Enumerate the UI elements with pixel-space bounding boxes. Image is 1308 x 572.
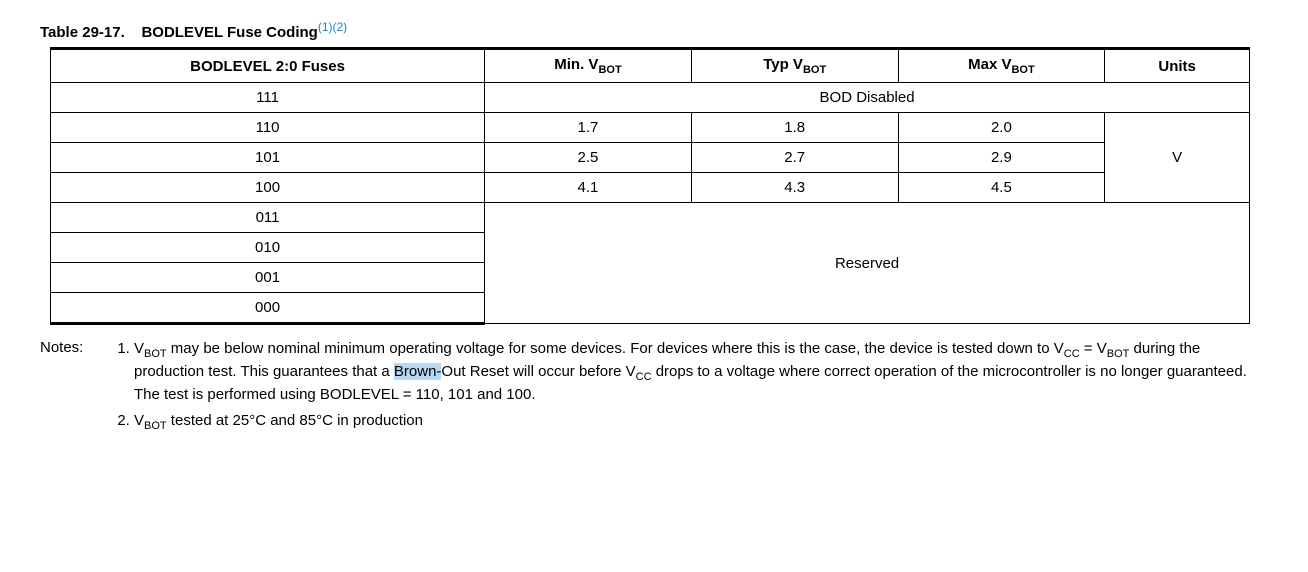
col-typ: Typ VBOT bbox=[691, 49, 898, 83]
cell-fuse: 101 bbox=[51, 143, 485, 173]
cell-typ: 4.3 bbox=[691, 173, 898, 203]
bodlevel-table: BODLEVEL 2:0 Fuses Min. VBOT Typ VBOT Ma… bbox=[50, 47, 1250, 325]
caption-title: BODLEVEL Fuse Coding bbox=[141, 24, 317, 41]
cell-typ: 2.7 bbox=[691, 143, 898, 173]
cell-fuse: 110 bbox=[51, 113, 485, 143]
caption-label: Table 29-17. bbox=[40, 24, 125, 41]
cell-min: 2.5 bbox=[485, 143, 692, 173]
cell-fuse: 010 bbox=[51, 233, 485, 263]
cell-fuse: 111 bbox=[51, 83, 485, 113]
cell-max: 2.0 bbox=[898, 113, 1105, 143]
cell-max: 4.5 bbox=[898, 173, 1105, 203]
table-caption: Table 29-17. BODLEVEL Fuse Coding(1)(2) bbox=[40, 20, 1268, 41]
col-min: Min. VBOT bbox=[485, 49, 692, 83]
notes-list: VBOT may be below nominal minimum operat… bbox=[110, 339, 1250, 440]
notes-label: Notes: bbox=[40, 339, 110, 440]
col-units: Units bbox=[1105, 49, 1250, 83]
col-fuses: BODLEVEL 2:0 Fuses bbox=[51, 49, 485, 83]
notes-section: Notes: VBOT may be below nominal minimum… bbox=[40, 339, 1250, 440]
cell-units: V bbox=[1105, 113, 1250, 203]
cell-min: 1.7 bbox=[485, 113, 692, 143]
table-row: 011 Reserved bbox=[51, 203, 1250, 233]
table-row: 101 2.5 2.7 2.9 bbox=[51, 143, 1250, 173]
cell-fuse: 100 bbox=[51, 173, 485, 203]
note-2: VBOT tested at 25°C and 85°C in producti… bbox=[134, 411, 1250, 434]
note-1: VBOT may be below nominal minimum operat… bbox=[134, 339, 1250, 405]
cell-reserved: Reserved bbox=[485, 203, 1250, 324]
table-header-row: BODLEVEL 2:0 Fuses Min. VBOT Typ VBOT Ma… bbox=[51, 49, 1250, 83]
highlighted-text: Brown- bbox=[394, 363, 442, 380]
cell-fuse: 001 bbox=[51, 263, 485, 293]
cell-max: 2.9 bbox=[898, 143, 1105, 173]
cell-fuse: 000 bbox=[51, 293, 485, 324]
table-row: 110 1.7 1.8 2.0 V bbox=[51, 113, 1250, 143]
cell-min: 4.1 bbox=[485, 173, 692, 203]
cell-bod-disabled: BOD Disabled bbox=[485, 83, 1250, 113]
table-row: 111 BOD Disabled bbox=[51, 83, 1250, 113]
col-max: Max VBOT bbox=[898, 49, 1105, 83]
cell-typ: 1.8 bbox=[691, 113, 898, 143]
cell-fuse: 011 bbox=[51, 203, 485, 233]
caption-refs: (1)(2) bbox=[318, 20, 347, 34]
table-row: 100 4.1 4.3 4.5 bbox=[51, 173, 1250, 203]
